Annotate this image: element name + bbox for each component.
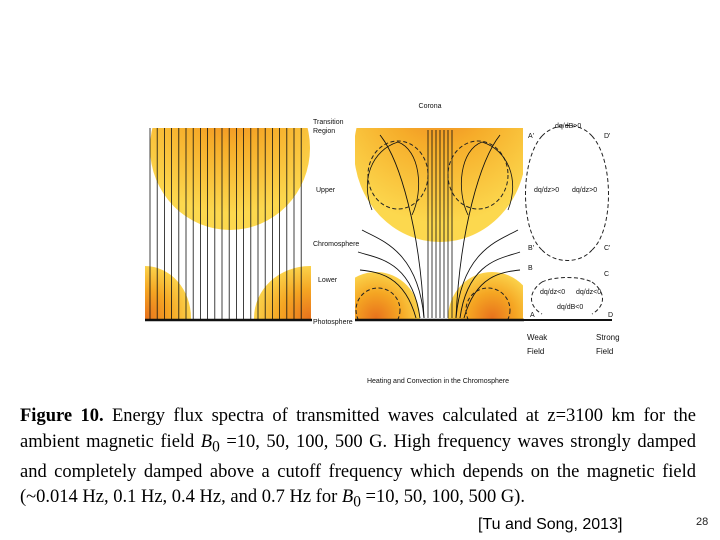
svg-text:dq/dz<0: dq/dz<0: [540, 289, 565, 296]
label-heating-convection: Heating and Convection in the Chromosphe…: [367, 378, 509, 385]
middle-panel: [355, 128, 523, 320]
svg-text:A: A: [530, 312, 535, 319]
label-lower: Lower: [318, 277, 338, 284]
figure-label: Figure 10.: [20, 406, 104, 426]
svg-text:D': D': [604, 133, 610, 140]
label-chromosphere: Chromosphere: [313, 241, 359, 248]
figure-caption: Figure 10. Energy flux spectra of transm…: [20, 406, 696, 511]
svg-text:dq/dz>0: dq/dz>0: [572, 187, 597, 194]
label-weak-field: Weak Field: [527, 333, 550, 356]
citation: [Tu and Song, 2013]: [478, 516, 623, 533]
page-number: 28: [696, 516, 709, 528]
label-upper: Upper: [316, 187, 336, 194]
svg-text:A': A': [528, 133, 534, 140]
svg-text:C': C': [604, 245, 610, 252]
label-photosphere: Photosphere: [313, 319, 353, 326]
svg-text:D: D: [608, 312, 613, 319]
svg-text:B': B': [528, 245, 534, 252]
svg-text:dq/dz>0: dq/dz>0: [534, 187, 559, 194]
label-corona: Corona: [419, 103, 442, 110]
chromosphere-heating-diagram: Corona Transition Region Upper Chromosph…: [145, 103, 622, 385]
svg-text:C: C: [604, 271, 609, 278]
left-panel: [145, 128, 311, 320]
label-strong-field: Strong Field: [596, 333, 622, 356]
right-panel: dq/dB>0 A' D' dq/dz>0 dq/dz>0 B' C' B C …: [525, 123, 622, 356]
svg-text:dq/dB<0: dq/dB<0: [557, 304, 583, 311]
svg-text:dq/dB>0: dq/dB>0: [555, 123, 581, 130]
label-transition: Transition Region: [313, 119, 345, 135]
svg-text:B: B: [528, 265, 533, 272]
svg-text:dq/dz<0: dq/dz<0: [576, 289, 601, 296]
